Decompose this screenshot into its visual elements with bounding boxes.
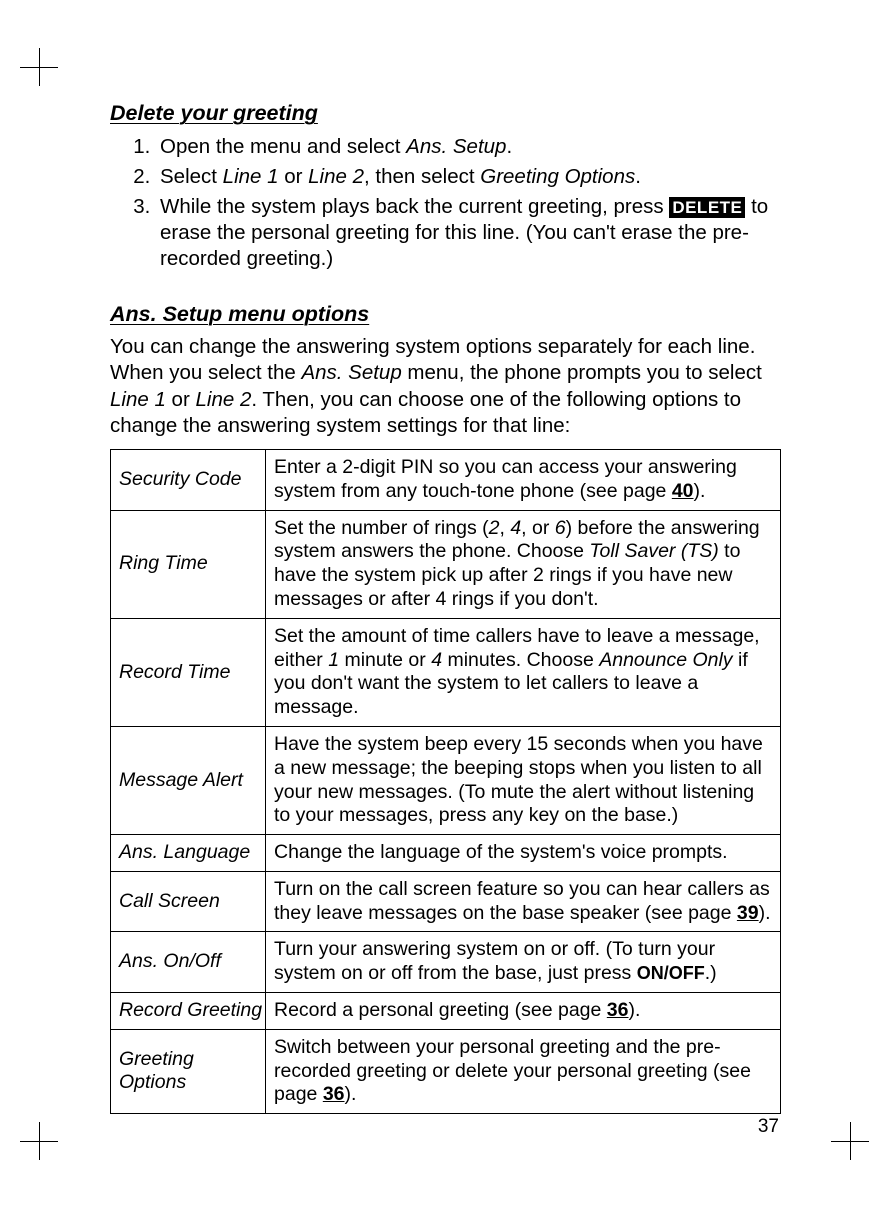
heading-ans-setup: Ans. Setup menu options bbox=[110, 301, 781, 329]
d: minute or bbox=[339, 649, 431, 671]
row-label: Call Screen bbox=[111, 871, 266, 932]
row-desc: Set the amount of time callers have to l… bbox=[266, 618, 781, 726]
row-desc: Switch between your personal greeting an… bbox=[266, 1029, 781, 1113]
options-table: Security Code Enter a 2-digit PIN so you… bbox=[110, 449, 781, 1114]
d: minutes. Choose bbox=[442, 649, 599, 671]
table-row: Ring Time Set the number of rings (2, 4,… bbox=[111, 510, 781, 618]
row-desc: Turn on the call screen feature so you c… bbox=[266, 871, 781, 932]
row-label: Record Greeting bbox=[111, 992, 266, 1029]
intro-ital3: Line 2 bbox=[195, 388, 251, 411]
steps-list: Open the menu and select Ans. Setup. Sel… bbox=[110, 134, 781, 273]
d: Set the number of rings ( bbox=[274, 517, 489, 539]
row-label: Greeting Options bbox=[111, 1029, 266, 1113]
crop-mark-bl bbox=[20, 1122, 60, 1162]
page: Delete your greeting Open the menu and s… bbox=[0, 0, 891, 1210]
intro-paragraph: You can change the answering system opti… bbox=[110, 334, 781, 439]
d: .) bbox=[705, 962, 717, 984]
d: Record a personal greeting (see page bbox=[274, 999, 607, 1021]
heading-delete-greeting: Delete your greeting bbox=[110, 100, 781, 128]
step-2: Select Line 1 or Line 2, then select Gre… bbox=[156, 164, 781, 190]
d: , or bbox=[521, 517, 555, 539]
page-ref: 36 bbox=[607, 999, 629, 1021]
row-desc: Set the number of rings (2, 4, or 6) bef… bbox=[266, 510, 781, 618]
row-desc: Record a personal greeting (see page 36)… bbox=[266, 992, 781, 1029]
i: 2 bbox=[489, 517, 500, 539]
desc-a: Enter a 2-digit PIN so you can access yo… bbox=[274, 456, 737, 502]
i: Announce Only bbox=[599, 649, 732, 671]
step-2-m2: , then select bbox=[364, 165, 480, 188]
row-label: Message Alert bbox=[111, 726, 266, 834]
step-1-text-a: Open the menu and select bbox=[160, 135, 406, 158]
table-row: Call Screen Turn on the call screen feat… bbox=[111, 871, 781, 932]
intro-ital1: Ans. Setup bbox=[301, 361, 401, 384]
crop-mark-br bbox=[831, 1122, 871, 1162]
table-row: Greeting Options Switch between your per… bbox=[111, 1029, 781, 1113]
step-1: Open the menu and select Ans. Setup. bbox=[156, 134, 781, 160]
page-ref: 39 bbox=[737, 902, 759, 924]
step-2-b: . bbox=[635, 165, 641, 188]
row-desc: Enter a 2-digit PIN so you can access yo… bbox=[266, 450, 781, 511]
d: , bbox=[499, 517, 510, 539]
page-number: 37 bbox=[758, 1116, 779, 1138]
step-3: While the system plays back the current … bbox=[156, 194, 781, 273]
d: ). bbox=[345, 1083, 357, 1105]
step-3-a: While the system plays back the current … bbox=[160, 195, 669, 218]
content-area: Delete your greeting Open the menu and s… bbox=[110, 100, 781, 1114]
i: 6 bbox=[555, 517, 566, 539]
table-row: Ans. On/Off Turn your answering system o… bbox=[111, 932, 781, 993]
d: ). bbox=[759, 902, 771, 924]
step-2-ital1: Line 1 bbox=[223, 165, 279, 188]
d: Turn on the call screen feature so you c… bbox=[274, 878, 770, 924]
row-desc: Turn your answering system on or off. (T… bbox=[266, 932, 781, 993]
table-row: Ans. Language Change the language of the… bbox=[111, 835, 781, 872]
i: 4 bbox=[510, 517, 521, 539]
step-2-m1: or bbox=[279, 165, 309, 188]
table-row: Record Time Set the amount of time calle… bbox=[111, 618, 781, 726]
i: 1 bbox=[328, 649, 339, 671]
step-2-ital3: Greeting Options bbox=[480, 165, 635, 188]
intro-b: menu, the phone prompts you to select bbox=[402, 361, 762, 384]
table-row: Record Greeting Record a personal greeti… bbox=[111, 992, 781, 1029]
intro-ital2: Line 1 bbox=[110, 388, 166, 411]
i: 4 bbox=[431, 649, 442, 671]
intro-c: or bbox=[166, 388, 196, 411]
row-label: Ans. Language bbox=[111, 835, 266, 872]
delete-key-label: DELETE bbox=[669, 197, 745, 218]
row-label: Security Code bbox=[111, 450, 266, 511]
row-label: Ring Time bbox=[111, 510, 266, 618]
step-1-text-b: . bbox=[506, 135, 512, 158]
step-2-a: Select bbox=[160, 165, 223, 188]
page-ref: 40 bbox=[672, 480, 694, 502]
row-label: Record Time bbox=[111, 618, 266, 726]
onoff-label: ON/OFF bbox=[637, 963, 705, 983]
step-1-ital: Ans. Setup bbox=[406, 135, 506, 158]
d: ). bbox=[629, 999, 641, 1021]
step-2-ital2: Line 2 bbox=[308, 165, 364, 188]
desc-b: ). bbox=[694, 480, 706, 502]
table-row: Security Code Enter a 2-digit PIN so you… bbox=[111, 450, 781, 511]
row-label: Ans. On/Off bbox=[111, 932, 266, 993]
row-desc: Change the language of the system's voic… bbox=[266, 835, 781, 872]
table-row: Message Alert Have the system beep every… bbox=[111, 726, 781, 834]
page-ref: 36 bbox=[323, 1083, 345, 1105]
i: Toll Saver (TS) bbox=[589, 540, 718, 562]
crop-mark-tl bbox=[20, 48, 60, 88]
row-desc: Have the system beep every 15 seconds wh… bbox=[266, 726, 781, 834]
